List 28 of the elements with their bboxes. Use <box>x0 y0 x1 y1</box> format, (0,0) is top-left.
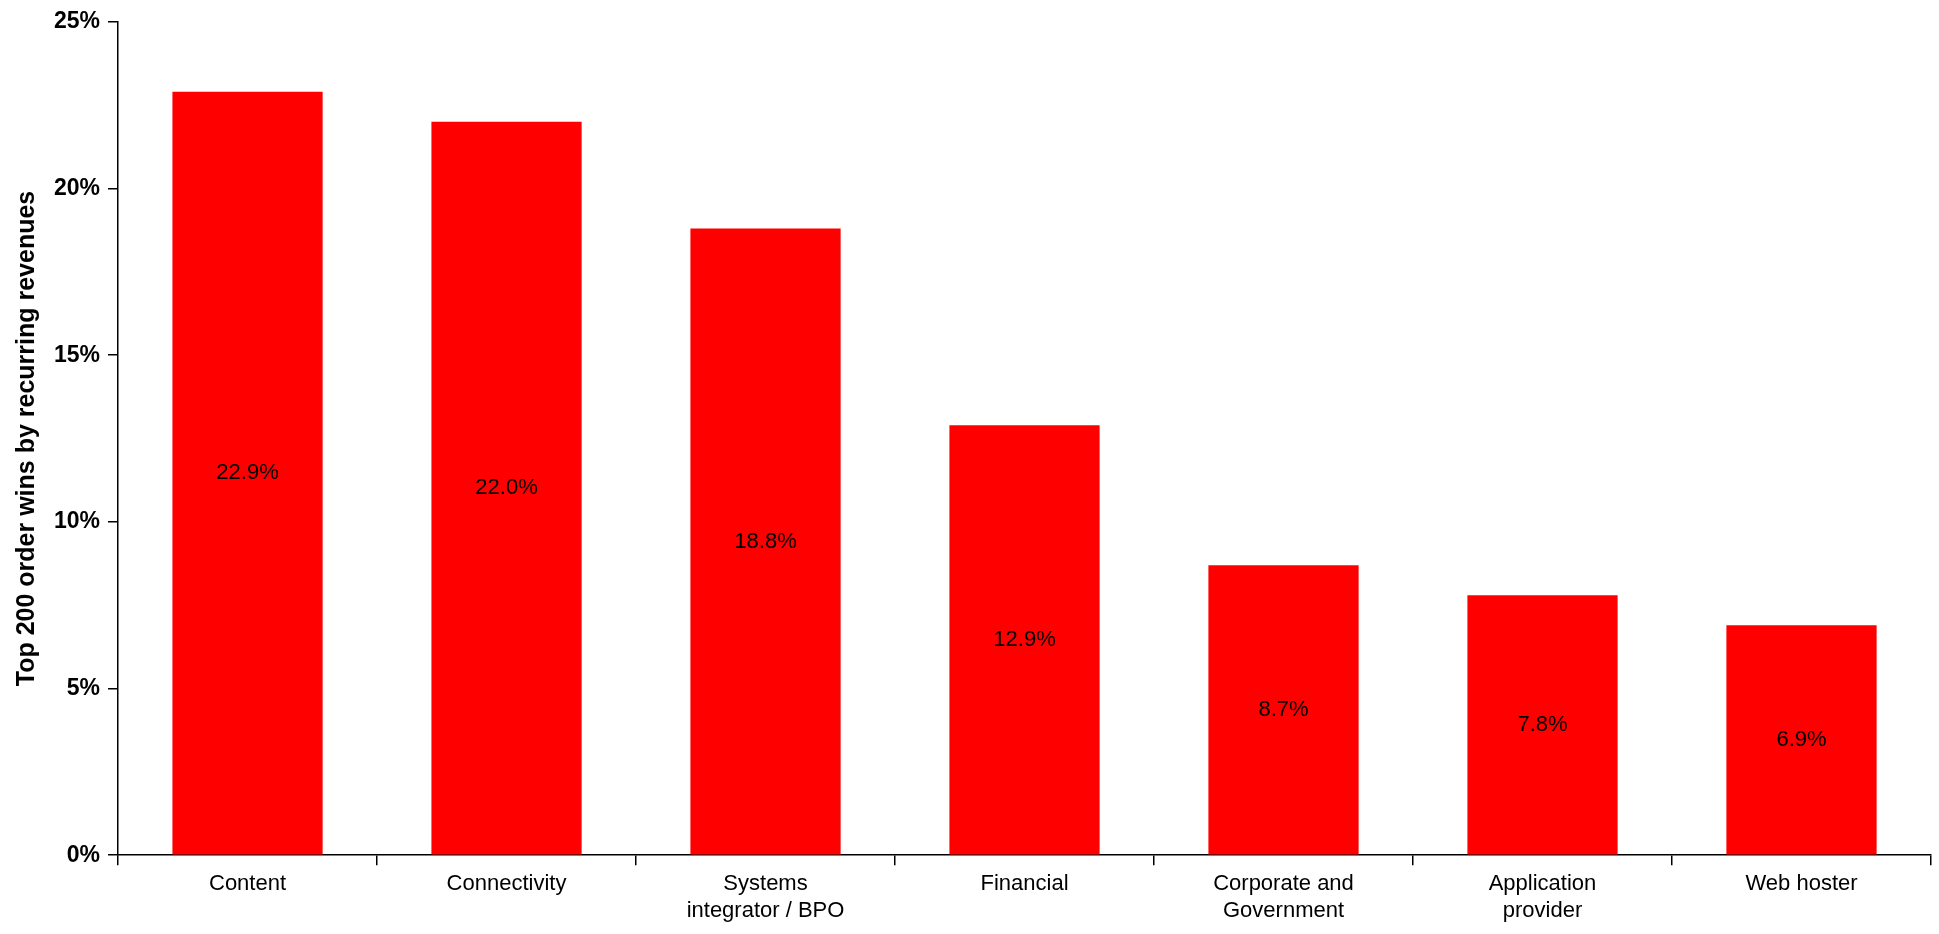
x-tick-label: Application provider <box>1488 870 1597 922</box>
data-label: 6.9% <box>1776 725 1827 751</box>
y-tick-label: 10% <box>53 507 101 534</box>
y-tick-label: 5% <box>66 673 101 700</box>
bar <box>431 121 582 855</box>
bar <box>1726 625 1877 855</box>
y-axis-title: Top 200 order wins by recurring revenues <box>10 190 39 687</box>
bar <box>1467 595 1618 855</box>
y-tick-label: 20% <box>53 173 101 200</box>
bar <box>690 228 841 855</box>
x-tick-label: Content <box>209 870 287 896</box>
x-tick-label: Connectivity <box>446 870 567 896</box>
data-label: 22.0% <box>475 474 538 500</box>
bar <box>1208 565 1359 855</box>
y-tick-label: 15% <box>53 340 101 367</box>
x-tick-label: Financial <box>980 870 1069 896</box>
data-label: 22.9% <box>216 459 279 485</box>
x-tick-label: Web hoster <box>1745 870 1858 896</box>
bar <box>949 425 1100 855</box>
data-label: 7.8% <box>1517 710 1568 736</box>
x-tick-label: Systems integrator / BPO <box>686 870 845 922</box>
x-tick-label: Corporate and Government <box>1213 870 1354 922</box>
y-tick-label: 0% <box>66 840 101 867</box>
y-tick-label: 25% <box>53 7 101 34</box>
data-label: 18.8% <box>734 527 797 553</box>
bar <box>172 91 323 855</box>
data-label: 8.7% <box>1258 695 1309 721</box>
data-label: 12.9% <box>993 625 1056 651</box>
